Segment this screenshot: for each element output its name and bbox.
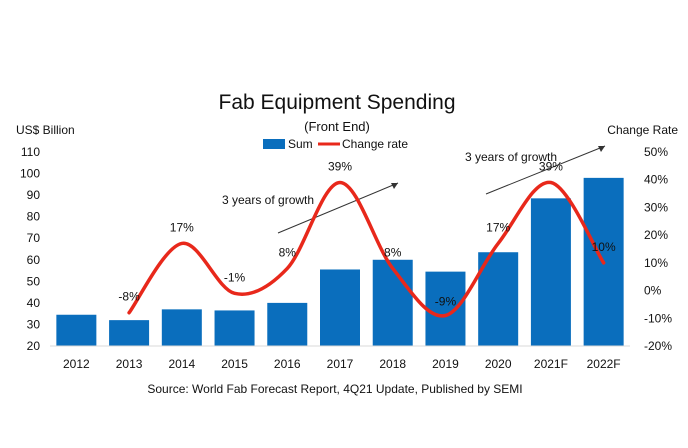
x-tick-label: 2013 [116,357,143,371]
y-right-tick-label: -20% [644,339,672,353]
change-rate-data-label: 17% [170,220,194,234]
y-left-tick-label: 40 [27,296,41,310]
source-note: Source: World Fab Forecast Report, 4Q21 … [147,382,522,396]
y-left-ticks: 20 30 40 50 60 70 80 90 100 110 [20,145,40,353]
y-left-tick-label: 50 [27,274,41,288]
y-right-tick-label: 30% [644,200,668,214]
y-left-tick-label: 30 [27,317,41,331]
x-tick-label: 2017 [327,357,354,371]
bars [56,177,624,346]
legend: Sum Change rate [263,137,408,151]
legend-sum-label: Sum [288,137,313,151]
legend-sum-swatch [263,139,285,149]
bar [161,309,202,346]
y-left-tick-label: 100 [20,167,40,181]
growth-annotation-1: 3 years of growth [222,193,314,207]
legend-change-rate-label: Change rate [342,137,408,151]
y-left-axis-title: US$ Billion [16,123,75,137]
y-left-tick-label: 70 [27,231,41,245]
chart-subtitle: (Front End) [304,119,370,134]
bar [56,314,97,346]
change-rate-data-label: -9% [435,295,457,309]
y-left-tick-label: 60 [27,253,41,267]
bar [372,259,413,346]
x-tick-label: 2019 [432,357,459,371]
bar [425,271,466,346]
change-rate-data-label: 17% [486,220,510,234]
x-tick-label: 2014 [168,357,195,371]
x-tick-label: 2021F [534,357,568,371]
change-rate-data-label: -1% [224,270,246,284]
y-right-axis-title: Change Rate [607,123,678,137]
x-tick-label: 2015 [221,357,248,371]
x-ticks: 2012 2013 2014 2015 2016 2017 2018 2019 2020 2021… [63,357,621,371]
bar [478,252,519,346]
y-left-tick-label: 90 [27,188,41,202]
x-tick-label: 2022F [587,357,621,371]
y-right-ticks: -20% -10% 0% 10% 20% 30% 40% 50% [644,145,672,353]
x-tick-label: 2018 [379,357,406,371]
x-tick-label: 2020 [485,357,512,371]
bar [320,269,360,346]
y-left-tick-label: 20 [27,339,41,353]
growth-arrow-2 [485,145,606,195]
change-rate-data-label: -8% [118,290,140,304]
chart-title: Fab Equipment Spending [219,91,456,114]
x-tick-label: 2016 [274,357,301,371]
change-rate-data-label: 39% [539,159,563,173]
change-rate-labels: -8% 17% -1% 8% 39% 8% -9% 17% 39% 10% [118,159,616,308]
growth-arrowhead-1 [391,183,398,189]
y-right-tick-label: 20% [644,228,668,242]
y-right-tick-label: 0% [644,284,662,298]
growth-arrow-1 [277,182,399,234]
y-right-tick-label: 10% [644,256,668,270]
y-right-tick-label: -10% [644,311,672,325]
x-tick-label: 2012 [63,357,90,371]
y-left-tick-label: 110 [21,145,40,159]
annotations: 3 years of growth 3 years of growth [222,145,606,234]
bar [267,302,308,346]
bar [109,320,150,346]
y-right-tick-label: 40% [644,173,668,187]
change-rate-data-label: 39% [328,159,352,173]
bar [530,198,571,346]
bar [214,310,255,346]
y-right-tick-label: 50% [644,145,668,159]
y-left-tick-label: 80 [27,210,41,224]
change-rate-data-label: 8% [279,245,297,259]
growth-annotation-2: 3 years of growth [465,150,557,164]
change-rate-data-label: 8% [384,245,402,259]
change-rate-data-label: 10% [592,240,616,254]
growth-arrowhead-2 [598,146,605,152]
change-rate-line [127,180,606,318]
